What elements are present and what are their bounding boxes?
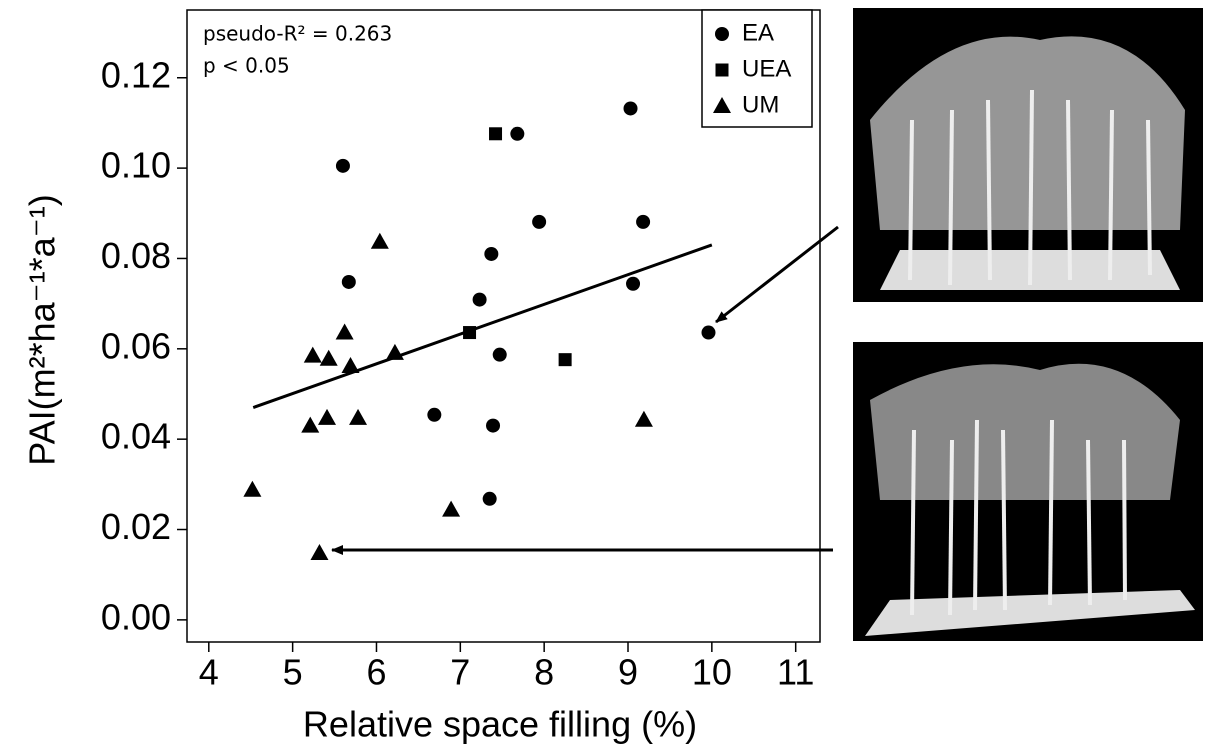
point	[626, 276, 641, 291]
legend-marker	[715, 27, 729, 41]
point	[510, 126, 525, 141]
point	[489, 127, 503, 141]
y-tick-label: 0.00	[101, 596, 171, 637]
legend-marker	[713, 97, 731, 113]
fit-line	[252, 243, 713, 409]
point	[427, 407, 442, 422]
point	[385, 343, 404, 360]
point	[701, 325, 716, 340]
y-axis-label: PAI(m²*ha⁻¹*a⁻¹)	[22, 194, 63, 465]
point	[310, 544, 329, 561]
x-tick-label: 4	[199, 652, 219, 693]
point	[335, 158, 350, 173]
y-tick-label: 0.02	[101, 506, 171, 547]
point	[623, 101, 638, 116]
point	[319, 349, 338, 366]
point	[370, 232, 389, 249]
photo-top	[853, 8, 1203, 302]
point	[463, 326, 477, 340]
plot-frame	[186, 9, 821, 643]
point	[558, 353, 572, 367]
point	[335, 323, 354, 340]
point	[492, 347, 507, 362]
annotation: p < 0.05	[203, 54, 290, 78]
point	[341, 356, 360, 373]
x-tick-label: 10	[692, 652, 732, 693]
point	[341, 274, 356, 289]
point	[349, 408, 368, 425]
photo-bottom	[853, 342, 1203, 641]
x-tick-label: 7	[450, 652, 470, 693]
y-tick-label: 0.06	[101, 325, 171, 366]
y-tick-label: 0.10	[101, 145, 171, 186]
x-axis-label: Relative space filling (%)	[303, 704, 697, 745]
point	[484, 246, 499, 261]
point	[243, 480, 262, 497]
point	[482, 491, 497, 506]
legend-marker	[715, 63, 729, 77]
point	[318, 408, 337, 425]
arrow	[715, 225, 839, 324]
x-tick-label: 11	[777, 652, 814, 693]
x-tick-label: 6	[366, 652, 386, 693]
point	[634, 410, 653, 427]
legend-label: UM	[742, 91, 779, 118]
x-tick-label: 9	[618, 652, 638, 693]
x-tick-label: 5	[283, 652, 303, 693]
point	[636, 214, 651, 229]
point	[472, 292, 487, 307]
point	[532, 214, 547, 229]
y-tick-label: 0.08	[101, 235, 171, 276]
point	[442, 500, 461, 517]
legend-label: EA	[742, 19, 774, 46]
point	[301, 416, 320, 433]
point	[303, 346, 322, 363]
y-tick-label: 0.04	[101, 416, 171, 457]
x-tick-label: 8	[534, 652, 554, 693]
legend-label: UEA	[742, 55, 791, 82]
y-tick-label: 0.12	[101, 54, 171, 95]
annotation: pseudo-R² = 0.263	[203, 22, 392, 46]
point	[486, 418, 501, 433]
